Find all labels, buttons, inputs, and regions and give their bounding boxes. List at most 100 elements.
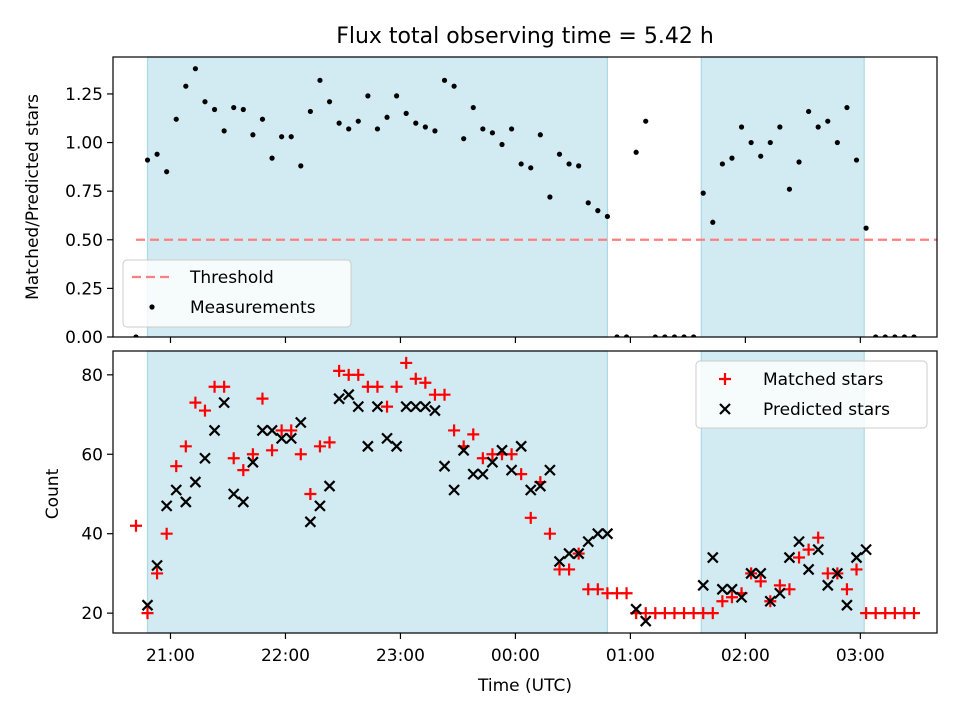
measurements-point [825, 118, 831, 124]
measurements-point [719, 161, 725, 167]
x-axis-label: Time (UTC) [477, 676, 572, 696]
matched-stars-point [476, 452, 489, 465]
measurements-point [758, 153, 764, 159]
measurements-point [221, 128, 227, 134]
predicted-stars-point [227, 488, 240, 500]
measurements-point [623, 334, 630, 337]
measurements-point [614, 334, 620, 337]
predicted-stars-point [774, 587, 786, 600]
predicted-stars-point [563, 547, 575, 560]
measurements-point [566, 161, 572, 167]
measurements-point [652, 334, 658, 337]
matched-stars-point [266, 444, 279, 457]
predicted-stars-point [419, 400, 432, 413]
measurements-point [691, 334, 697, 337]
predicted-stars-point [697, 579, 709, 592]
matched-stars-point [754, 575, 767, 588]
measurements-point [355, 118, 361, 124]
measurements-point [144, 157, 151, 163]
predicted-stars-point [630, 603, 642, 615]
predicted-stars-point [572, 547, 585, 560]
measurements-point [279, 134, 285, 140]
measurements-point [422, 124, 428, 130]
measurements-point [576, 163, 582, 169]
matched-stars-point [620, 587, 633, 600]
predicted-stars-point [381, 432, 393, 445]
predicted-stars-point [582, 535, 595, 548]
predicted-stars-point [333, 392, 345, 405]
matched-stars-point [256, 392, 269, 405]
predicted-stars-point [189, 476, 202, 488]
measurements-point [777, 124, 783, 130]
measurements-point [192, 66, 198, 72]
matched-stars-point [773, 579, 786, 592]
bottom-axes-frame [112, 350, 938, 634]
measurements-point [806, 108, 812, 115]
measurements-point [662, 334, 668, 337]
predicted-stars-point [716, 583, 729, 596]
measurements-point [604, 213, 611, 220]
legend-measurements-swatch [149, 304, 155, 310]
legend-box [122, 259, 352, 328]
measurements-point [796, 159, 802, 165]
bottom-y-tick-label: 60 [81, 445, 103, 465]
predicted-stars-point [505, 464, 518, 476]
matched-stars-point [793, 551, 806, 564]
predicted-stars-point [802, 563, 815, 576]
predicted-stars-point [553, 555, 566, 568]
predicted-stars-point [390, 440, 403, 453]
predicted-stars-point [821, 579, 834, 592]
predicted-stars-point [400, 400, 412, 413]
legend-predicted-label: Predicted stars [763, 400, 890, 420]
measurements-point [365, 93, 371, 99]
measurements-point [671, 334, 678, 337]
top-y-tick-label: 0.00 [65, 328, 103, 348]
predicted-stars-point [170, 484, 183, 496]
measurements-point [786, 186, 793, 192]
legend-predicted-swatch [719, 403, 731, 415]
measurements-point [643, 118, 649, 124]
predicted-stars-point [477, 468, 489, 480]
measurements-point [911, 334, 917, 337]
matched-stars-point [505, 448, 518, 461]
matched-stars-point [189, 396, 202, 409]
measurements-point [508, 126, 515, 132]
legend-box [695, 360, 928, 429]
predicted-stars-point [812, 543, 824, 556]
measurements-point [394, 93, 400, 99]
predicted-stars-point [745, 567, 757, 580]
matched-stars-point [129, 519, 142, 532]
matched-stars-point [802, 543, 815, 556]
predicted-stars-point [783, 551, 796, 564]
measurements-point [173, 116, 179, 122]
predicted-stars-point [735, 591, 748, 604]
predicted-stars-point [342, 388, 355, 401]
measurements-point [863, 225, 869, 231]
measurements-point [853, 157, 860, 163]
measurements-point [259, 116, 266, 122]
legend-measurements-label: Measurements [190, 298, 316, 318]
predicted-stars-point [467, 468, 480, 480]
measurements-point [461, 136, 467, 142]
predicted-stars-point [515, 440, 527, 453]
predicted-stars-point [199, 452, 211, 465]
x-tick-label: 22:00 [261, 646, 310, 666]
predicted-stars-point [438, 460, 451, 472]
measurements-point [556, 151, 563, 157]
measurements-point [374, 126, 381, 132]
predicted-stars-point [304, 516, 317, 528]
top-observing-interval-1 [700, 56, 865, 338]
chart-title: Flux total observing time = 5.42 h [336, 24, 714, 49]
top-y-tick-label: 0.25 [65, 279, 103, 299]
predicted-stars-point [237, 496, 250, 508]
measurements-point [882, 334, 888, 337]
matched-stars-point [246, 448, 259, 461]
matched-stars-point [716, 595, 729, 608]
predicted-stars-point [860, 543, 872, 556]
measurements-point [240, 106, 246, 113]
measurements-point [834, 139, 840, 146]
predicted-stars-point [247, 456, 259, 468]
measurements-point [183, 83, 189, 89]
measurements-point [585, 200, 591, 206]
matched-stars-point [467, 428, 480, 441]
